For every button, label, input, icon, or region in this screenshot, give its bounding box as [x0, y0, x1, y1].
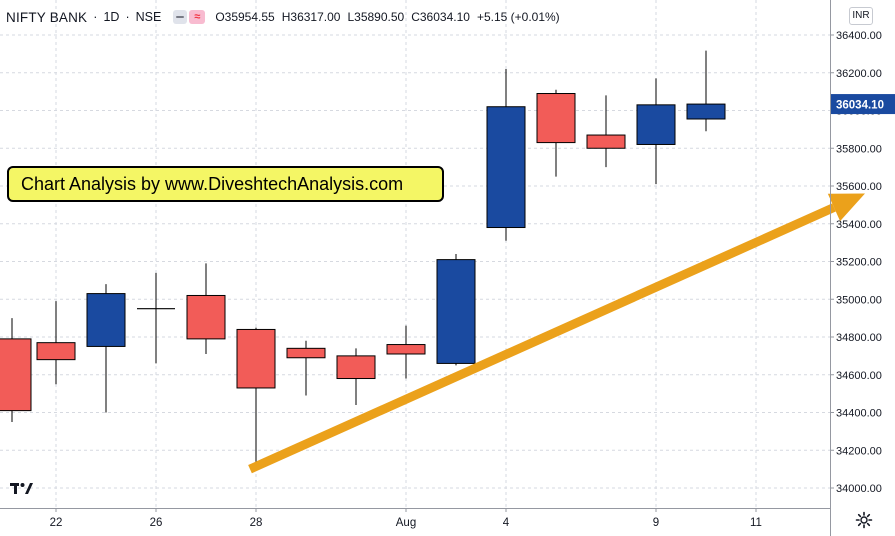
- interval-label[interactable]: 1D: [103, 10, 120, 24]
- open-label: O: [215, 10, 225, 24]
- candle-body: [186, 294, 226, 340]
- y-tick-label: 34600.00: [836, 370, 882, 382]
- y-tick-label: 36400.00: [836, 30, 882, 42]
- y-tick-label: 35400.00: [836, 219, 882, 231]
- candle-body: [586, 134, 626, 149]
- last-price-label: 36034.10: [836, 100, 884, 112]
- y-tick-label: 35600.00: [836, 181, 882, 193]
- x-tick-label: 26: [150, 517, 163, 529]
- tradingview-logo-icon[interactable]: [10, 480, 36, 496]
- high-label: H: [281, 10, 291, 24]
- candle-body: [86, 293, 126, 347]
- trend-arrow-shaft: [248, 203, 836, 474]
- candle-body: [536, 93, 576, 144]
- open-value: 35954.55: [224, 10, 275, 24]
- x-tick-label: 9: [653, 517, 659, 529]
- candle-body: [286, 347, 326, 359]
- candle-body: [386, 344, 426, 355]
- analysis-banner: Chart Analysis by www.DiveshtechAnalysis…: [7, 166, 444, 202]
- symbol-name[interactable]: NIFTY BANK: [6, 9, 88, 25]
- approx-icon: ≈: [189, 10, 206, 24]
- exchange-label: NSE: [135, 10, 162, 24]
- candle-body: [0, 338, 32, 412]
- trend-arrow: [248, 193, 865, 474]
- candle-body: [336, 355, 376, 380]
- y-tick-label: 36200.00: [836, 68, 882, 80]
- y-tick-label: 35800.00: [836, 143, 882, 155]
- close-label: C: [411, 10, 420, 24]
- change-value: +5.15 (+0.01%): [476, 10, 560, 24]
- candle-body: [686, 103, 726, 120]
- header-separator: ·: [93, 10, 98, 24]
- high-value: 36317.00: [290, 10, 341, 24]
- ohlc-values: O35954.55 H36317.00 L35890.50 C36034.10 …: [215, 10, 559, 24]
- candles: [0, 50, 726, 468]
- y-tick-label: 34200.00: [836, 445, 882, 457]
- x-tick-label: Aug: [396, 517, 416, 529]
- low-value: 35890.50: [354, 10, 405, 24]
- trend-arrow-head: [827, 193, 865, 222]
- y-tick-label: 34400.00: [836, 408, 882, 420]
- y-tick-label: 35000.00: [836, 294, 882, 306]
- minus-icon: [173, 10, 188, 24]
- header-separator: ·: [125, 10, 130, 24]
- x-tick-label: 4: [503, 517, 510, 529]
- currency-selector[interactable]: INR: [849, 7, 873, 25]
- x-tick-label: 28: [250, 517, 263, 529]
- close-value: 36034.10: [419, 10, 470, 24]
- x-tick-label: 11: [750, 517, 762, 529]
- candle-body: [236, 328, 276, 389]
- low-label: L: [347, 10, 355, 24]
- y-tick-label: 35200.00: [836, 257, 882, 269]
- candle-body: [436, 259, 476, 364]
- candle-body: [486, 106, 526, 229]
- y-tick-label: 34800.00: [836, 332, 882, 344]
- gear-icon[interactable]: [855, 511, 873, 529]
- x-tick-label: 22: [50, 517, 63, 529]
- candle-body: [36, 342, 76, 361]
- y-tick-label: 34000.00: [836, 483, 882, 495]
- market-status[interactable]: ≈: [173, 10, 206, 24]
- candle-body: [636, 104, 676, 145]
- chart-header: NIFTY BANK · 1D · NSE ≈ O35954.55 H36317…: [6, 6, 560, 28]
- last-price-label-bg: [831, 94, 895, 115]
